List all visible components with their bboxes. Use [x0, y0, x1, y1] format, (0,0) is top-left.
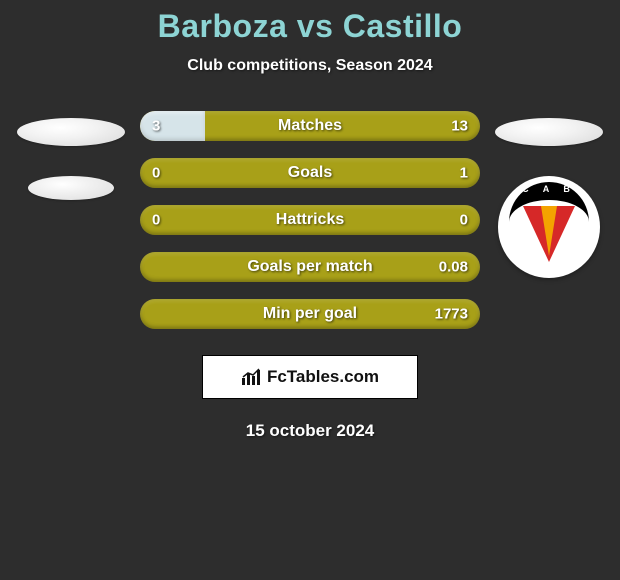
subtitle: Club competitions, Season 2024	[0, 57, 620, 75]
stat-row: 1773 Min per goal	[0, 291, 620, 337]
value-right: 1773	[435, 306, 468, 323]
date: 15 october 2024	[0, 421, 620, 441]
stat-row: 0.08 Goals per match	[0, 244, 620, 290]
stat-label: Hattricks	[276, 211, 344, 229]
stat-label: Min per goal	[263, 305, 357, 323]
stat-bar: 0 1 Goals	[140, 158, 480, 188]
stat-bar: 3 13 Matches	[140, 111, 480, 141]
value-left: 0	[152, 212, 160, 229]
brand-box[interactable]: FcTables.com	[202, 355, 418, 399]
value-right: 0.08	[439, 259, 468, 276]
value-left: 0	[152, 165, 160, 182]
stat-bar: 0.08 Goals per match	[140, 252, 480, 282]
stat-label: Goals per match	[247, 258, 372, 276]
stat-label: Goals	[288, 164, 332, 182]
brand-label: FcTables.com	[267, 367, 379, 387]
title: Barboza vs Castillo	[0, 8, 620, 45]
stat-label: Matches	[278, 117, 342, 135]
stat-bar: 1773 Min per goal	[140, 299, 480, 329]
stat-bar: 0 0 Hattricks	[140, 205, 480, 235]
stat-rows: 3 13 Matches 0 1 Goals 0 0 Hattricks 0.08 Goals pe…	[0, 103, 620, 337]
bar-fill-left	[140, 111, 205, 141]
value-right: 1	[460, 165, 468, 182]
stat-row: 0 1 Goals	[0, 150, 620, 196]
comparison-card: Barboza vs Castillo Club competitions, S…	[0, 0, 620, 441]
chart-icon	[241, 368, 263, 386]
stat-row: 0 0 Hattricks	[0, 197, 620, 243]
value-right: 0	[460, 212, 468, 229]
stat-row: 3 13 Matches	[0, 103, 620, 149]
value-left: 3	[152, 118, 160, 135]
value-right: 13	[451, 118, 468, 135]
